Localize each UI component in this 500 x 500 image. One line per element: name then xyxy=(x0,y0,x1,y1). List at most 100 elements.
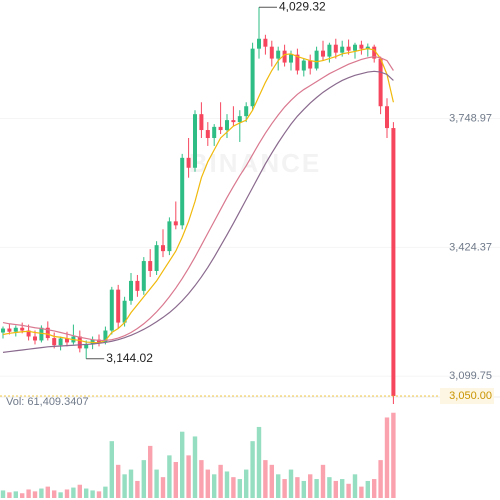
candle-body xyxy=(180,157,185,226)
candle-body xyxy=(109,289,114,331)
volume-label: Vol: 61,409.3407 xyxy=(6,396,89,408)
candle-body xyxy=(237,116,242,123)
volume-bar xyxy=(45,486,50,498)
volume-bar xyxy=(378,460,383,498)
last-price-tag xyxy=(440,388,494,405)
candle-body xyxy=(295,54,300,71)
candle-body xyxy=(77,336,82,349)
candle-body xyxy=(378,58,383,107)
candle-body xyxy=(148,261,153,271)
candle-body xyxy=(1,328,5,333)
volume-bar xyxy=(77,484,82,498)
candle-body xyxy=(33,336,37,341)
candle-body xyxy=(122,300,127,323)
volume-bar xyxy=(391,412,396,498)
candle-body xyxy=(212,126,217,138)
volume-bar xyxy=(71,487,76,498)
volume-bar xyxy=(269,464,274,498)
candle-body xyxy=(52,338,57,346)
volume-bar xyxy=(39,488,44,498)
candle-body xyxy=(7,328,12,332)
candle-body xyxy=(321,50,325,57)
candle-body xyxy=(346,46,351,51)
candle-body xyxy=(116,289,121,323)
volume-bar xyxy=(180,431,185,498)
volume-bar xyxy=(346,483,351,498)
candle-body xyxy=(385,106,389,129)
volume-bar xyxy=(372,479,377,498)
volume-bar xyxy=(359,486,364,498)
volume-bar xyxy=(365,480,370,498)
volume-bar xyxy=(314,479,319,498)
candle-body xyxy=(301,60,306,71)
watermark: BINANCE xyxy=(189,148,321,178)
volume-bar xyxy=(282,479,287,498)
candle-body xyxy=(20,327,25,331)
moving-average xyxy=(2,70,394,353)
candle-body xyxy=(289,54,293,63)
volume-bar xyxy=(7,492,12,498)
volume-bar xyxy=(237,479,242,498)
volume-bar xyxy=(135,480,140,498)
volume-bar xyxy=(20,493,25,498)
candle-body xyxy=(327,44,332,57)
candle-body xyxy=(333,44,338,53)
volume-bar xyxy=(295,477,300,498)
candle-body xyxy=(103,330,108,343)
candle-body xyxy=(84,344,89,349)
volume-bar xyxy=(384,417,390,498)
volume-bar xyxy=(352,474,358,498)
candle-body xyxy=(26,330,31,337)
volume-bar xyxy=(288,469,294,498)
volume-bar xyxy=(250,441,255,498)
candle-body xyxy=(308,60,313,69)
volume-bar xyxy=(173,462,178,498)
volume-bar xyxy=(231,477,236,498)
volume-bar xyxy=(167,455,172,498)
volume-bar xyxy=(192,436,198,498)
volume-bar xyxy=(340,479,345,498)
volume-bar xyxy=(103,486,108,498)
candle-body xyxy=(199,114,204,131)
candle-body xyxy=(359,44,364,49)
candle-body xyxy=(276,50,281,59)
candle-body xyxy=(129,280,133,301)
volume-bar xyxy=(160,477,166,498)
candle-body xyxy=(135,280,140,291)
volume-bar xyxy=(0,490,6,498)
volume-bar xyxy=(58,492,63,498)
candle-body xyxy=(353,44,357,51)
volume-bar xyxy=(32,491,38,498)
candle-body xyxy=(58,338,63,346)
candle-body xyxy=(282,50,287,63)
volume-bar xyxy=(13,491,18,498)
candle-body xyxy=(269,46,274,59)
candle-body xyxy=(161,245,165,252)
volume-bar xyxy=(186,455,191,498)
candle-body xyxy=(141,261,146,291)
volume-bar xyxy=(84,488,89,498)
moving-average xyxy=(2,55,394,342)
candle-body xyxy=(391,128,396,397)
candle-body xyxy=(186,157,191,168)
volume-bar xyxy=(90,490,95,498)
candle-body xyxy=(225,120,229,131)
candle-body xyxy=(154,245,159,271)
volume-bar xyxy=(256,426,262,498)
volume-bar xyxy=(218,464,223,498)
moving-average xyxy=(2,48,394,344)
candle-body xyxy=(340,46,345,53)
volume-bar xyxy=(263,460,268,498)
volume-bar xyxy=(52,490,57,498)
candle-body xyxy=(193,114,197,168)
volume-bar xyxy=(109,441,114,498)
candle-body xyxy=(263,38,268,47)
candle-body xyxy=(314,50,319,69)
volume-bar xyxy=(96,491,102,498)
volume-bar xyxy=(148,445,153,498)
candle-body xyxy=(167,221,172,252)
candle-body xyxy=(257,38,261,49)
volume-bar xyxy=(154,469,159,498)
